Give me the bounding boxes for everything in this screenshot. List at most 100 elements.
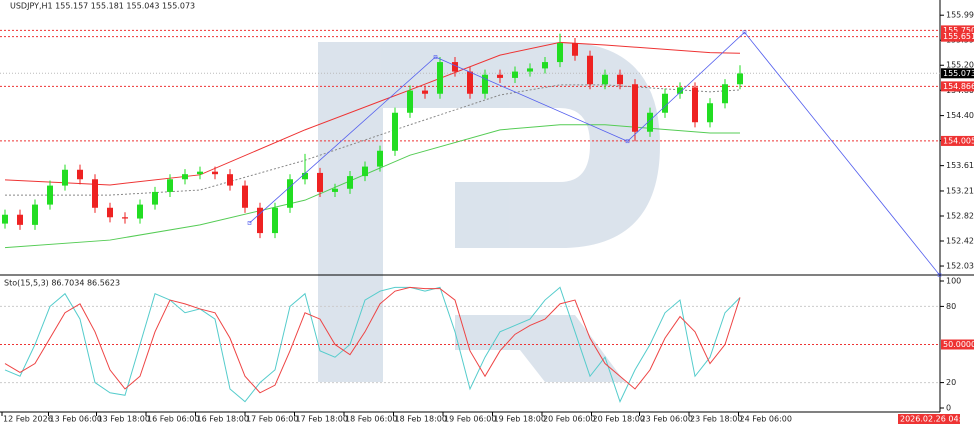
candle-body [617, 74, 623, 85]
candle-body [737, 73, 743, 85]
x-tick-label: 16 Feb 18:00 [197, 415, 249, 424]
candle-body [497, 74, 503, 78]
forecast-line [249, 31, 940, 276]
candle-body [647, 112, 653, 132]
candle-body [2, 214, 8, 224]
candle-body [527, 68, 533, 72]
candle-body [227, 174, 233, 186]
x-tick-label: 20 Feb 18:00 [593, 415, 645, 424]
level-box [941, 135, 974, 146]
level-box [941, 81, 974, 92]
candle-body [677, 87, 683, 94]
candle-body [332, 188, 338, 192]
candle-body [152, 191, 158, 205]
level-label: 154.866 [943, 82, 974, 91]
y2-tick-label: 20 [946, 378, 956, 387]
y2-tick-label: 0 [946, 404, 951, 413]
candle-body [122, 217, 128, 219]
x-tick-label: 13 Feb 18:00 [98, 415, 150, 424]
x-tick-label: 12 Feb 2026 [3, 415, 53, 424]
x-tick-label: 13 Feb 06:00 [50, 415, 102, 424]
candle-body [722, 84, 728, 104]
y-tick-label: 152.030 [946, 262, 974, 271]
candle-body [32, 204, 38, 225]
x-tick-label: 18 Feb 18:00 [395, 415, 447, 424]
moving-average [4, 124, 740, 249]
y-tick-label: 155.200 [946, 61, 974, 70]
level-label: 155.750 [943, 26, 974, 35]
level-label: 154.005 [943, 136, 974, 145]
candle-body [452, 62, 458, 72]
y-tick-label: 152.820 [946, 211, 974, 220]
x-tick-label: 23 Feb 18:00 [690, 415, 742, 424]
x-tick-label: 18 Feb 06:00 [345, 415, 397, 424]
x-tick-label: 16 Feb 06:00 [147, 415, 199, 424]
candle-body [662, 93, 668, 113]
candle-body [542, 62, 548, 69]
current-box [941, 68, 974, 79]
candle-body [242, 185, 248, 208]
candle-body [212, 171, 218, 175]
indicator-title: Sto(15,5,3) 86.7034 86.5623 [4, 279, 120, 288]
forecast-point [742, 30, 747, 35]
x-tick-label: 17 Feb 18:00 [296, 415, 348, 424]
candle-body [437, 62, 443, 94]
x-tick-label: 20 Feb 06:00 [543, 415, 595, 424]
watermark [318, 42, 660, 382]
candle-body [602, 74, 608, 85]
candle-body [707, 103, 713, 123]
x-tick-label: 17 Feb 06:00 [246, 415, 298, 424]
time-marker: 2026.02.26 04:00 [900, 415, 971, 424]
candle-body [587, 55, 593, 85]
forecast-point [625, 139, 630, 144]
candle-body [272, 207, 278, 234]
candle-body [257, 207, 263, 234]
forecast-point [247, 221, 252, 225]
level-box [941, 25, 974, 36]
candle-body [302, 172, 308, 180]
forecast-point [937, 273, 942, 277]
candle-body [167, 179, 173, 192]
candle-body [392, 112, 398, 151]
y2-tick-label: 80 [946, 302, 956, 311]
candle-body [572, 43, 578, 56]
candle-body [692, 87, 698, 123]
candle-body [512, 71, 518, 78]
x-tick-label: 24 Feb 06:00 [740, 415, 792, 424]
y-tick-label: 155.990 [946, 11, 974, 20]
level-box [941, 339, 974, 350]
candle-body [197, 171, 203, 175]
level-label: 155.651 [943, 32, 974, 41]
candle-body [347, 176, 353, 189]
candle-body [77, 169, 83, 180]
candle-body [62, 169, 68, 186]
candle-body [92, 179, 98, 208]
candle-body [107, 207, 113, 218]
y-tick-label: 153.615 [946, 161, 974, 170]
x-tick-label: 23 Feb 06:00 [641, 415, 693, 424]
y-tick-label: 153.215 [946, 186, 974, 195]
x-tick-label: 19 Feb 18:00 [494, 415, 546, 424]
stochastic-line [4, 286, 741, 394]
level-box [941, 31, 974, 42]
y-tick-label: 154.405 [946, 111, 974, 120]
candle-body [182, 174, 188, 180]
y2-tick-label: 100 [946, 277, 961, 286]
candle-body [47, 185, 53, 205]
time-marker-box [898, 414, 960, 424]
candle-body [422, 90, 428, 94]
candle-body [557, 43, 563, 63]
forecast-point [433, 55, 438, 59]
current-label: 155.073 [943, 69, 974, 78]
candle-body [467, 71, 473, 94]
y-tick-label: 152.425 [946, 237, 974, 246]
moving-average [5, 84, 741, 196]
chart-title: USDJPY,H1 155.157 155.181 155.043 155.07… [10, 2, 195, 11]
y2-tick-label: 50.0000 [943, 340, 974, 349]
candle-body [377, 150, 383, 167]
candle-body [362, 166, 368, 177]
candle-body [632, 84, 638, 132]
candle-body [482, 74, 488, 94]
candle-body [287, 179, 293, 208]
